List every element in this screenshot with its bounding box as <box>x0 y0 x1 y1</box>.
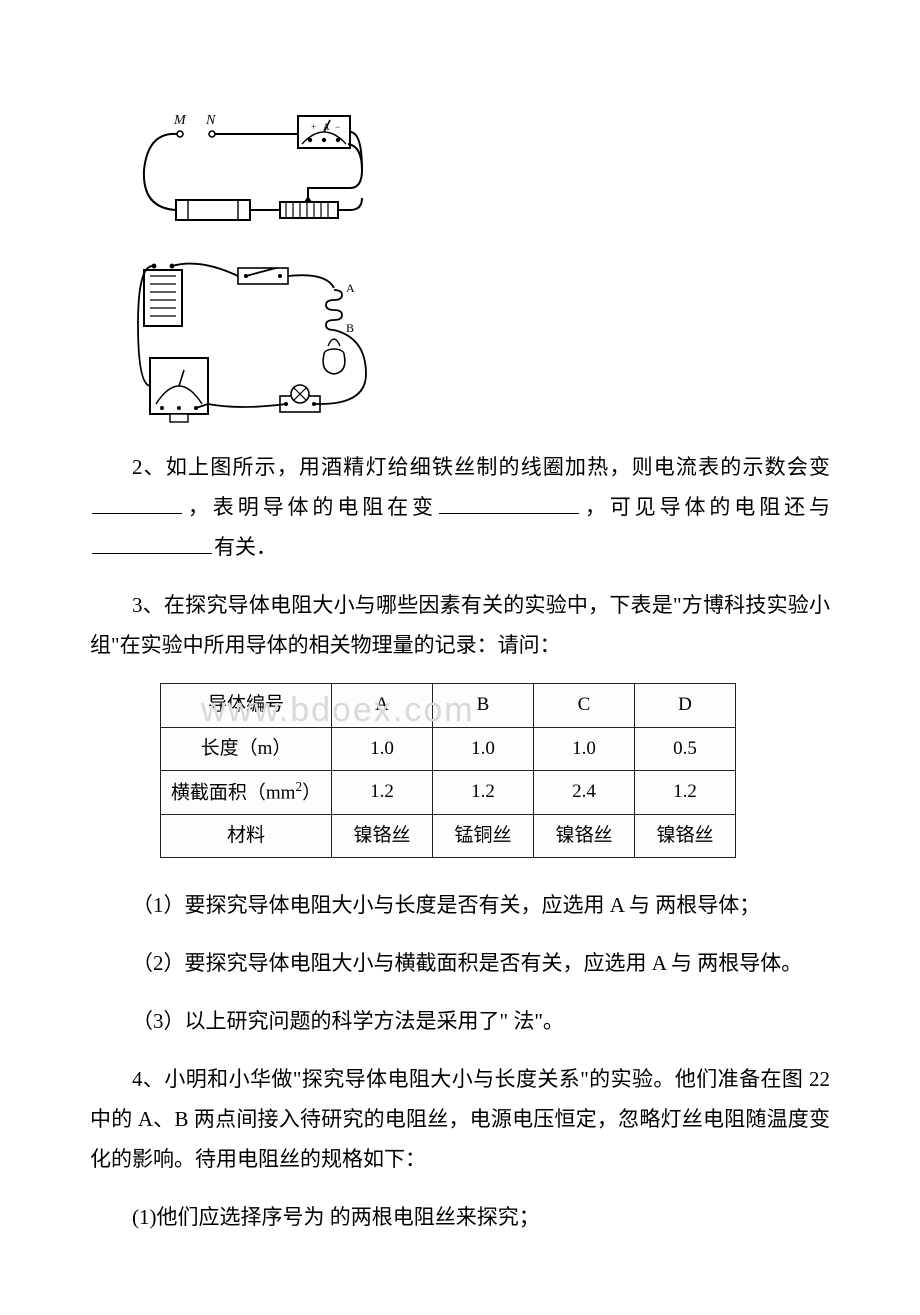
table-row: 材料 镍铬丝 锰铜丝 镍铬丝 镍铬丝 <box>161 815 736 858</box>
row-material-label: 材料 <box>161 815 332 858</box>
document-page: + A − M N <box>0 0 920 1315</box>
question-3-intro: 3、在探究导体电阻大小与哪些因素有关的实验中，下表是"方博科技实验小组"在实验中… <box>90 586 830 666</box>
cell: 0.5 <box>635 727 736 770</box>
cell: 1.2 <box>433 770 534 814</box>
question-4-intro: 4、小明和小华做"探究导体电阻大小与长度关系"的实验。他们准备在图 22 中的 … <box>90 1060 830 1180</box>
label-M: M <box>173 113 187 128</box>
question-3-3: （3）以上研究问题的科学方法是采用了" 法"。 <box>90 1002 830 1042</box>
th-B: B <box>433 684 534 727</box>
cell: 1.0 <box>332 727 433 770</box>
row-area-label: 横截面积（mm2） <box>161 770 332 814</box>
figure-heating-coil: A B <box>130 254 830 434</box>
blank-q2-3 <box>92 532 212 554</box>
conductor-table: 导体编号 www.bdoex.com A B C D 长度（m） 1.0 1.0… <box>160 683 736 858</box>
cell: 1.2 <box>635 770 736 814</box>
th-label-text: 导体编号 <box>208 694 284 715</box>
q2-text-b: ，表明导体的电阻在变 <box>184 495 437 519</box>
question-3-2: （2）要探究导体电阻大小与横截面积是否有关，应选用 A 与 两根导体。 <box>90 944 830 984</box>
svg-text:A: A <box>346 281 355 295</box>
question-4-1: (1)他们应选择序号为 的两根电阻丝来探究； <box>90 1198 830 1238</box>
cell: 2.4 <box>534 770 635 814</box>
q2-text-d: 有关． <box>214 535 277 559</box>
row-length-label: 长度（m） <box>161 727 332 770</box>
cell: 镍铬丝 <box>635 815 736 858</box>
th-C: C <box>534 684 635 727</box>
svg-text:−: − <box>335 122 340 132</box>
svg-text:A: A <box>323 122 330 132</box>
cell: 锰铜丝 <box>433 815 534 858</box>
svg-text:B: B <box>346 321 354 335</box>
circuit-ammeter-svg: + A − M N <box>130 110 370 240</box>
label-N: N <box>205 113 216 128</box>
blank-q2-1 <box>92 492 182 514</box>
svg-text:+: + <box>311 122 316 132</box>
table-row: 长度（m） 1.0 1.0 1.0 0.5 <box>161 727 736 770</box>
cell: 镍铬丝 <box>534 815 635 858</box>
q2-text-c: ，可见导体的电阻还与 <box>581 495 830 519</box>
q2-text-a: 2、如上图所示，用酒精灯给细铁丝制的线圈加热，则电流表的示数会变 <box>132 455 830 479</box>
cell: 1.2 <box>332 770 433 814</box>
question-3-1: （1）要探究导体电阻大小与长度是否有关，应选用 A 与 两根导体； <box>90 886 830 926</box>
table-header-row: 导体编号 www.bdoex.com A B C D <box>161 684 736 727</box>
cell: 镍铬丝 <box>332 815 433 858</box>
cell: 1.0 <box>433 727 534 770</box>
th-label: 导体编号 www.bdoex.com <box>161 684 332 727</box>
th-A: A <box>332 684 433 727</box>
question-2: 2、如上图所示，用酒精灯给细铁丝制的线圈加热，则电流表的示数会变 ，表明导体的电阻… <box>90 448 830 568</box>
table-row: 横截面积（mm2） 1.2 1.2 2.4 1.2 <box>161 770 736 814</box>
th-D: D <box>635 684 736 727</box>
figure-circuit-ammeter: + A − M N <box>130 110 830 240</box>
heating-coil-svg: A B <box>130 254 390 434</box>
cell: 1.0 <box>534 727 635 770</box>
blank-q2-2 <box>439 492 579 514</box>
